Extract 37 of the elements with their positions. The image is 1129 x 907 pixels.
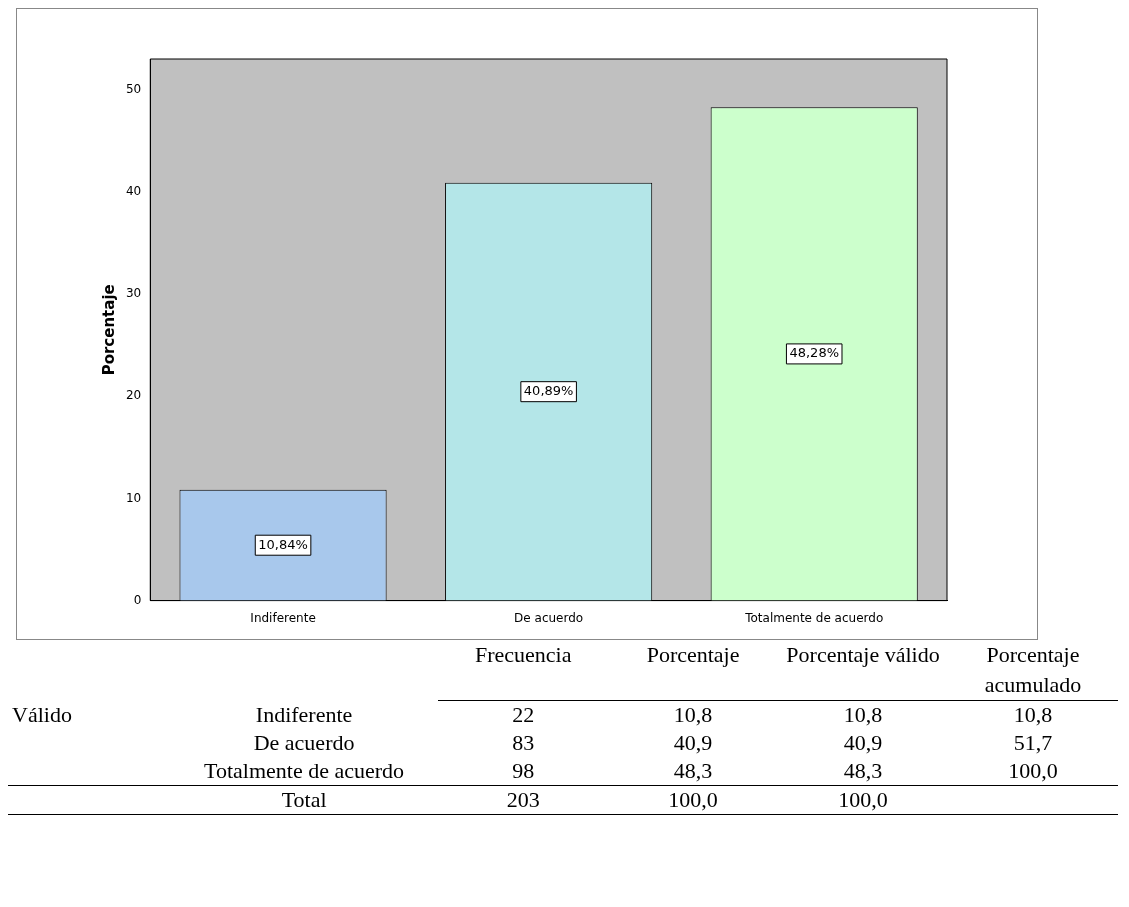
- category-label: Total: [281, 787, 327, 812]
- y-tick-label: 40: [125, 183, 142, 198]
- data-label: 10,84%: [258, 536, 308, 552]
- text: 100,0: [1008, 758, 1058, 783]
- text: 10,8: [673, 702, 713, 727]
- y-tick-label: 20: [125, 388, 142, 403]
- y-tick-label: 30: [125, 286, 142, 301]
- y-tick-label: 0: [133, 592, 142, 607]
- text: 100,0: [668, 787, 718, 812]
- text: Válido: [12, 701, 72, 727]
- text: 48,3: [843, 758, 883, 783]
- category-label: Porcentaje: [608, 640, 779, 701]
- category-label: Totalmente de acuerdo: [204, 758, 405, 783]
- category-label: Frecuencia: [438, 640, 609, 701]
- text: 40,9: [673, 730, 713, 755]
- text: 83: [512, 730, 535, 755]
- text: 10,8: [1013, 702, 1053, 727]
- y-axis-title: Porcentaje: [99, 284, 118, 376]
- text: 51,7: [1013, 730, 1053, 755]
- text: 10,8: [843, 702, 883, 727]
- text: 100,0: [838, 787, 888, 812]
- data-label: 40,89%: [523, 383, 574, 399]
- data-label: 48,28%: [789, 345, 839, 361]
- y-tick-label: 50: [125, 81, 142, 96]
- text: 40,9: [843, 730, 883, 755]
- text: 98: [512, 758, 535, 783]
- x-tick-label: Totalmente de acuerdo: [744, 610, 884, 625]
- text: 22: [512, 702, 535, 727]
- y-tick-label: 10: [125, 490, 142, 505]
- x-tick-label: De acuerdo: [514, 610, 584, 625]
- category-label: Porcentaje válido: [778, 640, 948, 701]
- text: 48,3: [673, 758, 713, 783]
- category-label: Indiferente: [255, 701, 353, 727]
- x-tick-label: Indiferente: [250, 610, 316, 625]
- text: 203: [506, 787, 540, 812]
- category-label: De acuerdo: [253, 730, 355, 755]
- category-label: Porcentaje acumulado: [948, 640, 1118, 701]
